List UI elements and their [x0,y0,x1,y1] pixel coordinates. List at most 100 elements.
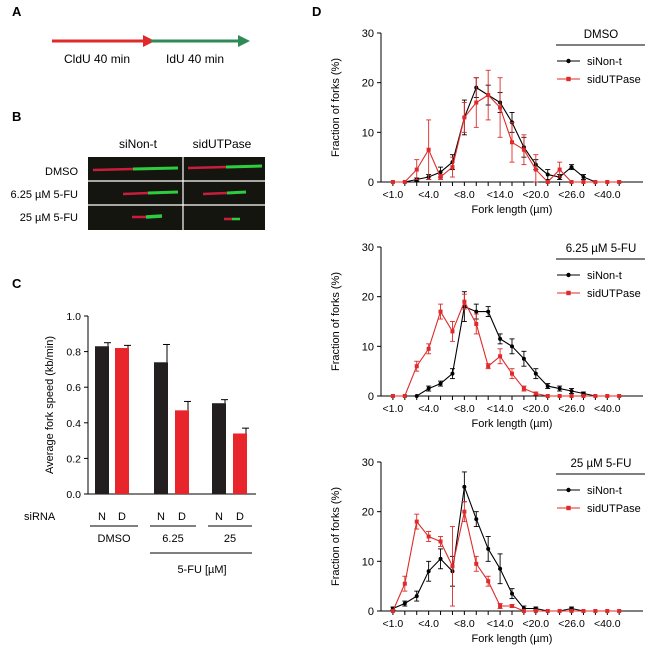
fiber-red-segment [202,191,228,196]
data-point [390,394,395,398]
y-tick-label: 10 [362,556,374,568]
data-point [605,609,610,613]
legend-marker [566,505,571,511]
bar [95,346,109,494]
data-point [581,175,586,180]
bar-category-label: D [236,511,244,523]
legend-marker [566,76,571,82]
y-tick-label: 0 [368,391,374,403]
data-point [605,180,610,184]
y-axis-title: Fraction of forks (%) [330,272,342,371]
fiber-green-segment [132,166,179,171]
x-tick-label: <8.0 [454,189,475,201]
data-point [426,569,431,574]
chart-title: 25 µM 5-FU [571,458,632,470]
line-chart-6-25-5fu: 0 10 20 30 <1.0 <4.0 <8.0 <14.0 <20.0 <26.0 <40.0 F… [330,242,645,430]
data-point [414,594,419,599]
data-point [569,394,574,398]
legend-label: siNon-t [587,270,622,282]
series-line-sidutpase [392,94,620,183]
data-point [498,354,503,359]
y-tick-label: 0 [368,177,374,189]
data-point [510,371,514,376]
line-chart-dmso: 0 10 20 30 <1.0 <4.0 <8.0 <14.0 <20.0 <26.0 <40.0 F… [330,28,645,216]
data-point [414,167,419,172]
data-point [617,609,622,613]
x-tick-label: <1.0 [383,618,404,630]
series-line-sinon-t [392,86,620,183]
bar-category-label: N [215,511,223,523]
series-line-sinon-t [392,305,620,397]
data-point [474,517,479,522]
x-tick-label: <4.0 [418,189,439,201]
data-point [510,344,514,349]
y-tick-label: 10 [362,341,374,353]
fiber-green-segment [147,190,179,195]
bar [154,362,168,494]
x-axis-title: Fork length (µm) [472,633,553,645]
data-point [438,175,443,180]
series-line-sinon-t [392,486,620,612]
fiber-row-label: 6.25 µM 5-FU [11,189,79,201]
panel-d-letter: D [312,4,321,19]
y-tick-label: 20 [362,507,374,519]
data-point [533,609,538,613]
data-point [557,386,562,391]
data-point [486,579,491,584]
legend-marker [566,272,571,278]
fiber-red-segment [92,167,134,172]
y-tick-label: 20 [362,292,374,304]
fiber-red-segment [187,165,227,170]
x-tick-label: <20.0 [523,618,550,630]
data-point [533,391,538,396]
y-tick-label: 0.0 [66,489,81,501]
data-point [486,546,491,551]
data-point [426,534,431,539]
data-point [581,180,586,184]
data-point [450,371,455,376]
group-label: 25 [224,533,236,545]
data-point [581,394,586,398]
legend-label: sidUTPase [587,503,641,515]
data-point [462,484,467,489]
y-tick-label: 10 [362,127,374,139]
sirna-row-label: siRNA [24,511,56,523]
x-tick-label: <8.0 [454,403,475,415]
panel-c-letter: C [12,276,22,291]
line-chart-25-5fu: 0 10 20 30 <1.0 <4.0 <8.0 <14.0 <20.0 <26.0 <40.0 F… [330,457,645,645]
data-point [569,389,574,394]
x-axis-title: Fork length (µm) [472,418,553,430]
data-point [486,364,491,369]
x-tick-label: <8.0 [454,618,475,630]
y-tick-label: 0 [368,606,374,618]
data-point [426,346,431,351]
y-tick-label: 0.6 [66,382,81,394]
panel-a: A CldU 40 min IdU 40 min [12,4,250,66]
data-point [498,336,503,341]
panel-d: D 0 10 20 30 <1.0 <4.0 <8.0 <14.0 <20.0 <26.0 <40.… [312,4,645,645]
data-point [486,309,491,314]
data-point [438,539,443,544]
x-tick-label: <14.0 [487,189,514,201]
data-point [533,167,538,172]
x-tick-label: <4.0 [418,618,439,630]
bar [115,348,129,494]
data-point [498,604,503,609]
panel-c: C 0.0 0.2 0.4 0.6 0.8 1.0 Average fork speed (… [12,276,256,576]
idu-label: IdU 40 min [166,52,224,66]
data-point [545,609,550,613]
data-point [557,167,562,172]
data-point [593,180,598,184]
data-point [486,93,491,98]
data-point [533,371,538,376]
fiber-green-segment [225,164,263,169]
data-point [521,386,526,391]
data-point [569,165,574,170]
data-point [426,386,431,391]
data-point [593,609,598,613]
data-point [402,180,407,184]
idu-arrowhead [238,35,250,47]
fiber-green-segment [145,214,163,219]
panel-b-letter: B [12,109,21,124]
fiber-row-label: 25 µM 5-FU [20,212,78,224]
